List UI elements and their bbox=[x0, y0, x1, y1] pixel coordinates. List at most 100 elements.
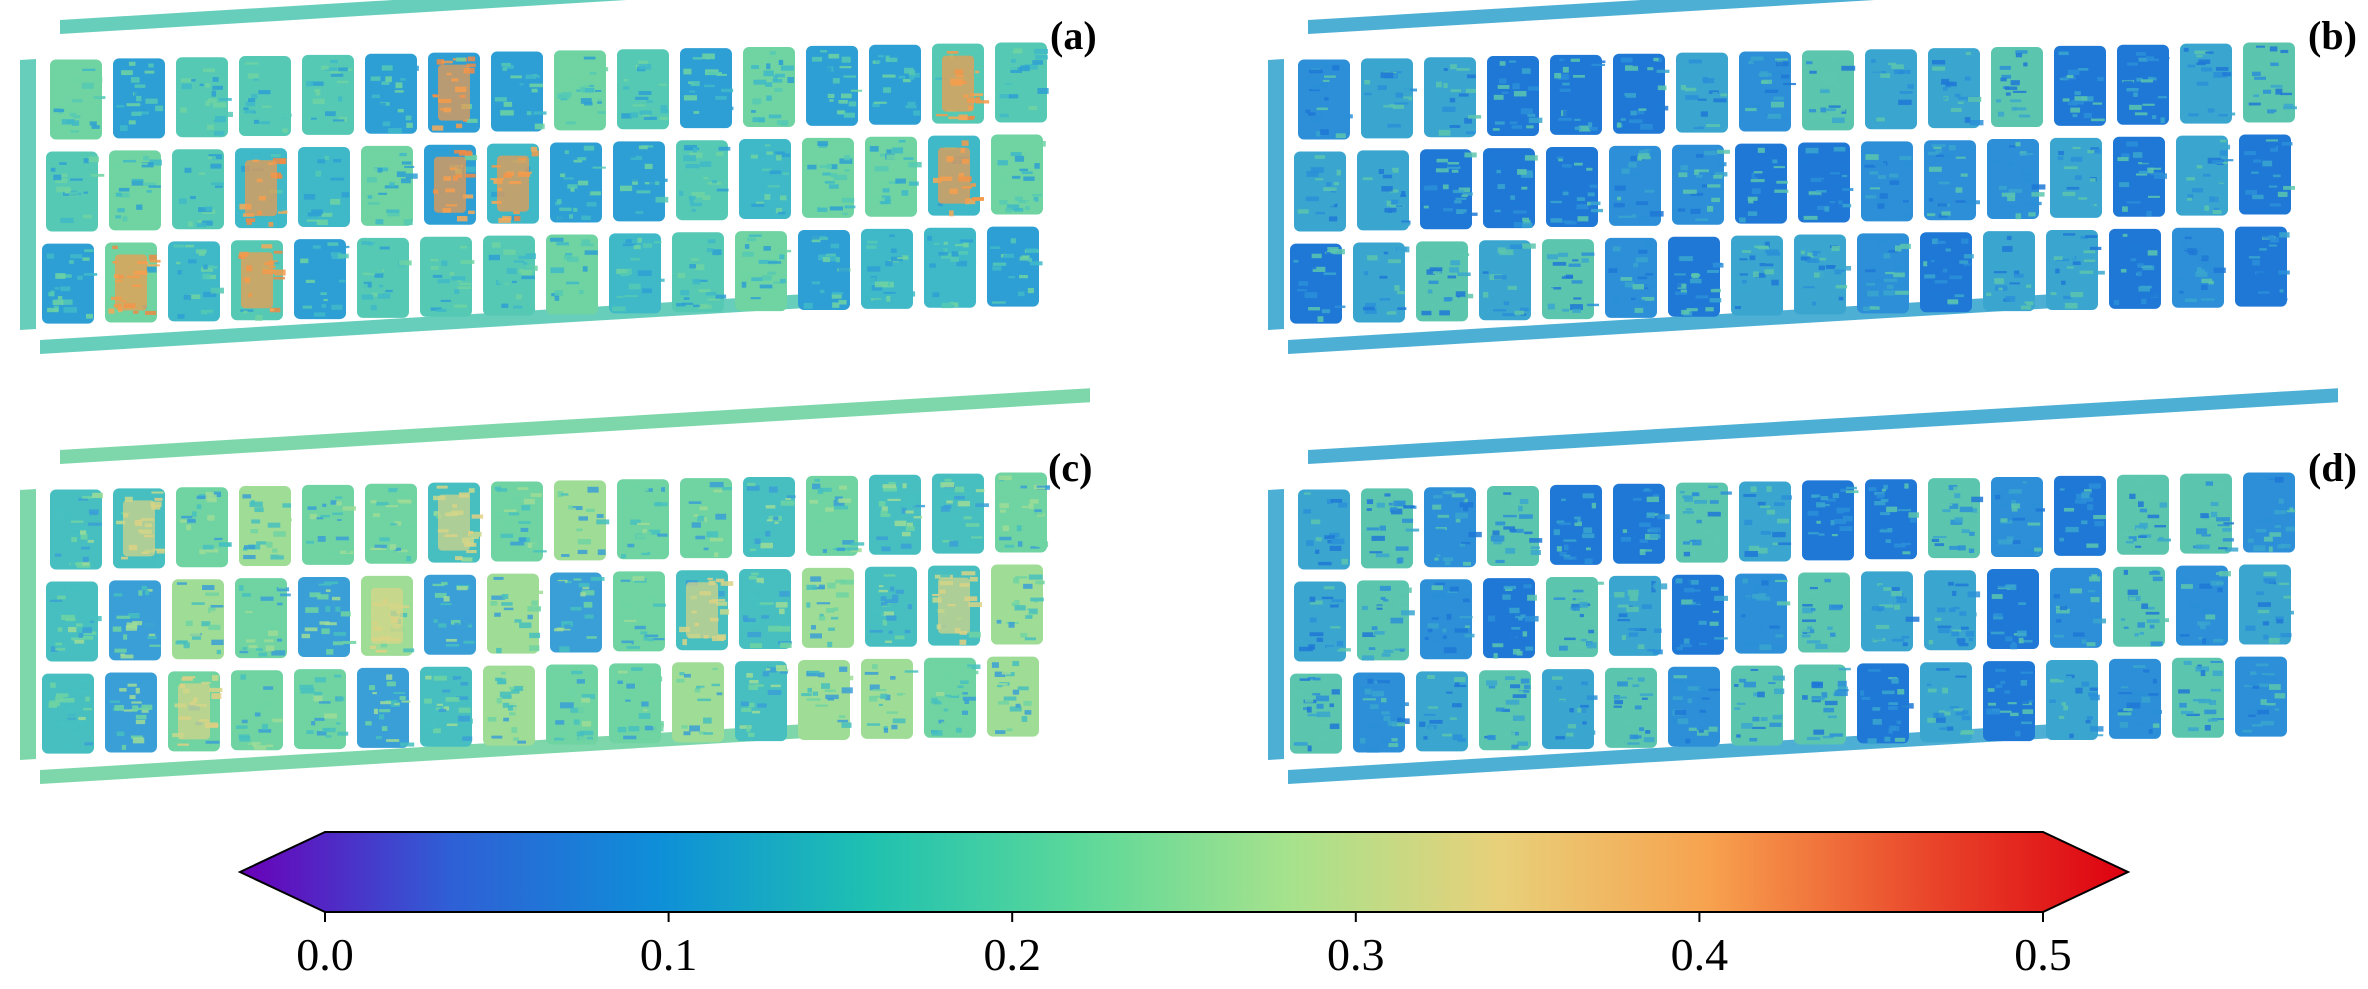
plot-cell bbox=[2054, 475, 2107, 556]
plot-cell bbox=[995, 42, 1049, 123]
plot-cell bbox=[928, 565, 983, 646]
plot-cell bbox=[1550, 54, 1606, 135]
field-border-strip bbox=[60, 0, 627, 34]
plot-cell bbox=[1928, 478, 1984, 559]
plot-cell bbox=[1361, 488, 1420, 569]
colorbar-tick-label: 0.2 bbox=[983, 929, 1041, 980]
plot-cell bbox=[420, 666, 473, 747]
plot-cell bbox=[239, 56, 292, 137]
plot-cell bbox=[554, 480, 610, 561]
plot-cell bbox=[1928, 48, 1984, 129]
plot-cell bbox=[294, 669, 349, 750]
plot-cell bbox=[991, 564, 1045, 645]
plot-cell bbox=[487, 573, 544, 654]
plot-cell bbox=[865, 566, 917, 647]
map-panel-b: (b) bbox=[1248, 0, 2368, 400]
plot-cell bbox=[1802, 50, 1856, 131]
plot-cell bbox=[235, 148, 288, 229]
plot-cell bbox=[2180, 43, 2236, 124]
plot-cell bbox=[1605, 237, 1657, 318]
plot-cell bbox=[680, 48, 734, 129]
plot-cell bbox=[1353, 242, 1410, 323]
field-map-c bbox=[20, 388, 1090, 784]
panel-label-c: (c) bbox=[1048, 445, 1093, 490]
plot-cell bbox=[735, 661, 789, 742]
plot-cell bbox=[1983, 231, 2035, 312]
plot-cell bbox=[739, 569, 792, 650]
plot-cell bbox=[924, 227, 977, 309]
plot-cell bbox=[2113, 566, 2169, 647]
plot-cell bbox=[546, 234, 598, 315]
plot-cell bbox=[1739, 51, 1797, 132]
plot-cell bbox=[1672, 144, 1730, 225]
plot-cell bbox=[676, 140, 731, 221]
colorbar: 0.0 0.1 0.2 0.3 0.4 0.5 bbox=[0, 820, 2368, 984]
plot-cell bbox=[869, 474, 926, 555]
field-border-strip bbox=[60, 388, 1090, 464]
plot-cell bbox=[1542, 239, 1600, 320]
plot-cell bbox=[546, 664, 598, 745]
plot-cell bbox=[869, 44, 921, 125]
plot-cell bbox=[113, 488, 165, 569]
plot-cell bbox=[613, 141, 669, 222]
plot-cell bbox=[1416, 241, 1474, 322]
plot-cell bbox=[365, 483, 417, 564]
colorbar-tick-label: 0.4 bbox=[1671, 929, 1729, 980]
plot-cell bbox=[298, 146, 350, 227]
plot-cell bbox=[46, 151, 105, 232]
plot-cell bbox=[1605, 667, 1657, 748]
plot-cell bbox=[1613, 483, 1670, 564]
plot-cell bbox=[424, 574, 476, 655]
plot-cell bbox=[1672, 574, 1729, 655]
plot-cell bbox=[1857, 233, 1911, 314]
plot-cell bbox=[2050, 137, 2102, 218]
plot-cell bbox=[1424, 57, 1482, 138]
plot-cell bbox=[2109, 658, 2162, 739]
plot-cell bbox=[1294, 151, 1346, 232]
plot-cell bbox=[1735, 143, 1789, 224]
plot-cell bbox=[105, 672, 157, 753]
plot-cell bbox=[1416, 671, 1468, 752]
plot-cell bbox=[42, 673, 94, 754]
plot-cell bbox=[113, 58, 165, 139]
plot-cell bbox=[1735, 573, 1791, 654]
plot-cell bbox=[1676, 482, 1732, 563]
plot-cell bbox=[743, 476, 796, 557]
map-panel-c: (c) bbox=[0, 388, 1120, 830]
plot-cell bbox=[2050, 567, 2107, 648]
panel-label-a: (a) bbox=[1050, 13, 1097, 58]
plot-cell bbox=[357, 237, 412, 318]
plot-cell bbox=[357, 667, 415, 748]
plot-cell bbox=[609, 663, 664, 744]
plot-cell bbox=[1987, 569, 2039, 650]
map-panel-d: (d) bbox=[1248, 388, 2368, 830]
panel-label-d: (d) bbox=[2308, 445, 2357, 490]
plot-cell bbox=[2243, 472, 2296, 553]
plot-cell bbox=[2113, 136, 2168, 217]
plot-cell bbox=[2117, 44, 2170, 125]
plot-cell bbox=[1802, 480, 1859, 561]
plot-cell bbox=[1920, 662, 1975, 743]
plot-cell bbox=[50, 59, 106, 140]
plot-cell bbox=[1924, 570, 1981, 651]
plot-cell bbox=[1991, 46, 2043, 127]
plot-cell bbox=[2109, 228, 2161, 309]
plot-cell bbox=[168, 671, 223, 752]
plot-cell bbox=[168, 241, 225, 322]
plot-cell bbox=[1546, 146, 1604, 227]
plot-cell bbox=[1676, 52, 1728, 133]
plot-cell bbox=[1739, 481, 1792, 562]
colorbar-svg: 0.0 0.1 0.2 0.3 0.4 0.5 bbox=[237, 831, 2131, 980]
map-panel-a: (a) bbox=[0, 0, 1120, 400]
plot-cell bbox=[302, 54, 354, 135]
plot-cell bbox=[2180, 473, 2239, 554]
plot-cell bbox=[2235, 226, 2290, 307]
plot-cell bbox=[2054, 45, 2106, 126]
colorbar-gradient bbox=[237, 831, 2131, 913]
plot-cell bbox=[865, 136, 922, 217]
plot-cell bbox=[550, 142, 606, 223]
plot-cell bbox=[613, 571, 666, 652]
plot-cell bbox=[231, 670, 283, 751]
field-map-b bbox=[1268, 0, 2297, 354]
plot-cell bbox=[928, 135, 984, 217]
